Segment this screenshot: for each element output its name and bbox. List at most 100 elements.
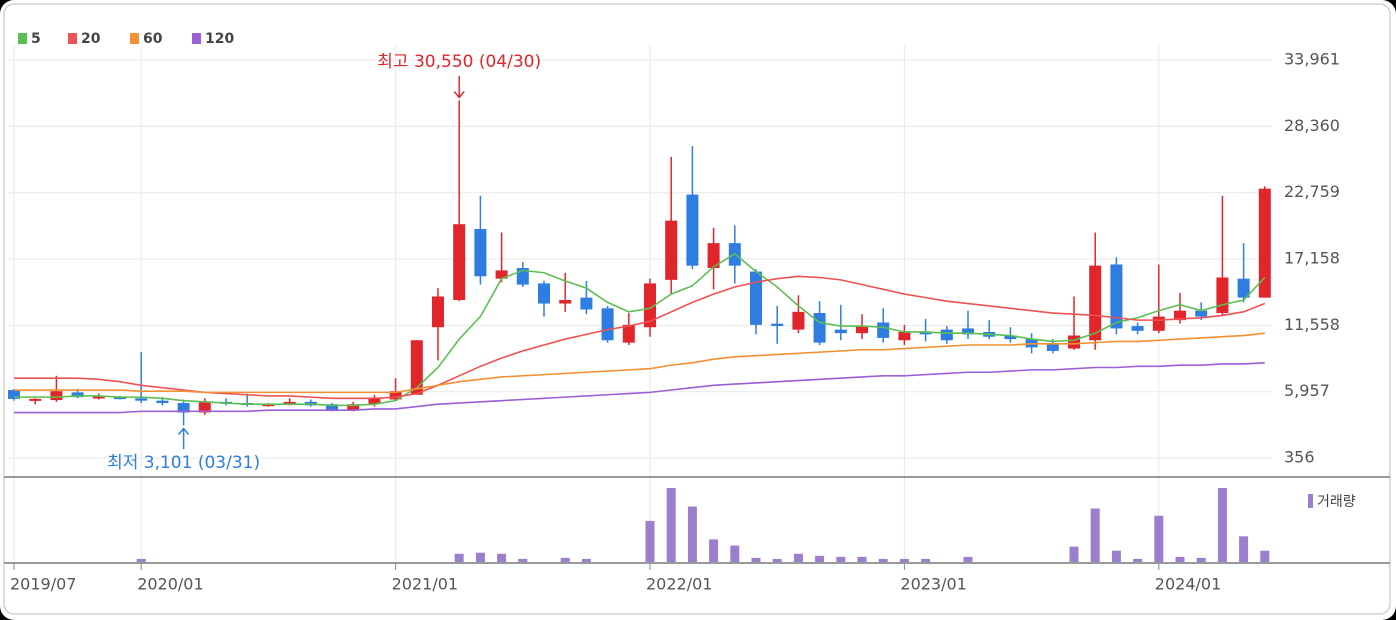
y-tick-label: 22,759	[1284, 182, 1340, 201]
volume-bar	[899, 558, 909, 562]
high-annotation: 최고 30,550 (04/30)	[377, 52, 541, 72]
candle-body	[262, 404, 275, 407]
volume-bar	[497, 553, 507, 562]
candle-body	[283, 401, 296, 405]
volume-bar	[1217, 488, 1227, 562]
volume-bar	[1175, 556, 1185, 562]
legend-swatch	[18, 33, 27, 44]
candle-body	[1046, 343, 1059, 351]
volume-bar	[1196, 557, 1206, 562]
candle-body	[601, 308, 614, 341]
candle-body	[665, 220, 678, 280]
volume-bar	[709, 539, 719, 562]
volume-bar	[645, 520, 655, 562]
candle-body	[71, 392, 84, 398]
volume-bar	[1154, 515, 1164, 562]
volume-bar	[454, 553, 464, 562]
candle-body	[156, 400, 169, 404]
volume-bar	[475, 552, 485, 562]
x-tick-label: 2024/01	[1155, 575, 1221, 594]
candle-body	[962, 328, 974, 335]
candle-body	[877, 322, 890, 338]
volume-bar	[730, 545, 740, 562]
candle-body	[1004, 335, 1017, 340]
low-arrow	[178, 427, 190, 449]
candle-body	[114, 397, 126, 400]
candle-body	[410, 340, 423, 395]
candle-body	[898, 331, 911, 341]
candle-body	[389, 391, 402, 400]
volume-bar	[963, 556, 973, 562]
candle-body	[1068, 335, 1080, 349]
candle-body	[813, 313, 826, 343]
candle-body	[622, 324, 635, 343]
candle-body	[707, 243, 720, 269]
candle-body	[856, 326, 868, 334]
legend-label: 거래량	[1317, 494, 1356, 510]
volume-bar	[687, 506, 697, 562]
legend-label: 20	[81, 31, 101, 47]
volume-bar	[666, 488, 676, 562]
candle-body	[644, 283, 656, 328]
legend-swatch	[68, 33, 77, 44]
moving-average-line	[14, 275, 1266, 400]
legend-label: 5	[31, 31, 41, 47]
candle-body	[1258, 188, 1271, 298]
high-arrow	[453, 76, 465, 99]
candle-body	[177, 403, 190, 413]
candle-body	[326, 404, 338, 411]
candle-body	[792, 311, 805, 330]
x-tick-label: 2021/01	[392, 575, 458, 594]
y-tick-label: 356	[1284, 448, 1315, 467]
candle-body	[347, 404, 360, 411]
moving-average-line	[14, 332, 1265, 394]
candle-body	[29, 398, 42, 401]
volume-bar	[1090, 508, 1100, 562]
volume-bar	[857, 556, 867, 562]
candle-body	[1237, 278, 1250, 298]
legend-swatch	[130, 33, 139, 44]
candle-body	[686, 194, 699, 266]
candle-body	[8, 390, 20, 399]
volume-bar	[793, 553, 803, 562]
x-tick-label: 2019/07	[10, 575, 76, 594]
volume-bar	[815, 555, 825, 562]
volume-bar	[1133, 558, 1143, 562]
candle-body	[198, 401, 211, 413]
candle-body	[474, 228, 487, 277]
frame-border	[3, 3, 1391, 615]
candle-body	[834, 329, 847, 334]
candle-body	[368, 398, 381, 405]
candle-body	[92, 396, 105, 399]
candle-body	[495, 270, 508, 279]
candle-body	[919, 331, 932, 335]
y-tick-label: 17,158	[1284, 249, 1340, 268]
x-tick-label: 2023/01	[900, 575, 966, 594]
volume-bar	[560, 557, 570, 562]
moving-average-line	[14, 252, 1266, 407]
volume-bar	[518, 558, 528, 562]
candle-body	[432, 296, 444, 328]
volume-bar	[921, 558, 931, 562]
y-tick-label: 33,961	[1284, 50, 1340, 69]
candle-body	[50, 391, 63, 401]
candle-body	[559, 299, 572, 304]
volume-bar	[772, 558, 782, 562]
candle-body	[771, 323, 784, 327]
legend-swatch	[1308, 494, 1313, 508]
candle-body	[750, 271, 762, 325]
candle-body	[453, 224, 466, 300]
volume-bar	[1069, 546, 1079, 562]
volume-bar	[581, 558, 591, 562]
volume-bar	[751, 557, 761, 562]
candle-body	[580, 297, 593, 310]
candle-body	[135, 398, 148, 401]
legend-label: 120	[205, 31, 234, 47]
candle-body	[538, 283, 550, 304]
legend-swatch	[192, 33, 201, 44]
candle-body	[1216, 277, 1229, 314]
volume-bar	[1260, 550, 1270, 562]
legend-label: 60	[143, 31, 163, 47]
